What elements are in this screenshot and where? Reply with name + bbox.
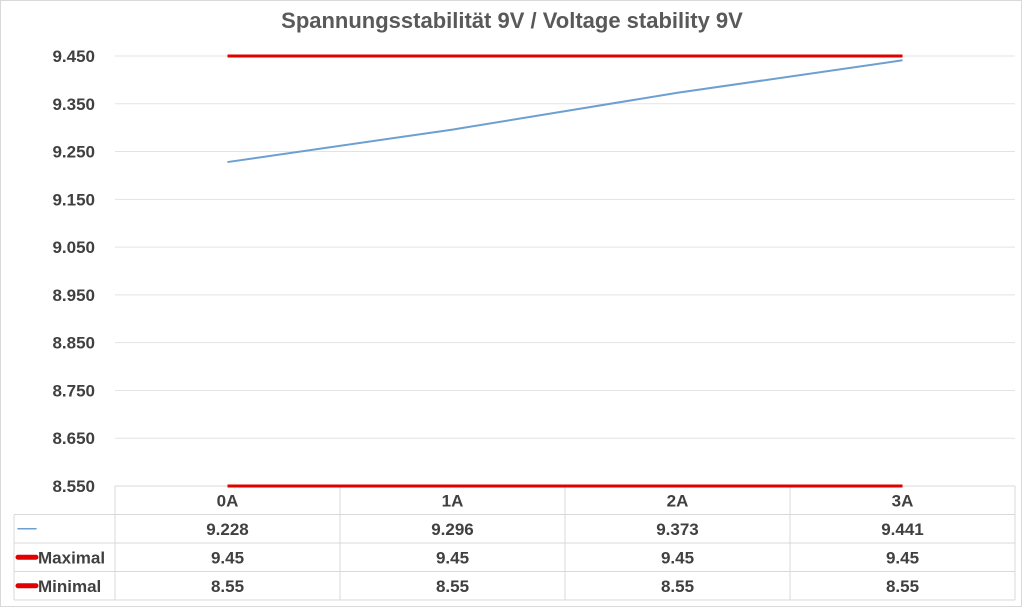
data-label: 9.373 xyxy=(656,520,699,539)
data-label: 9.45 xyxy=(211,548,244,567)
data-label: 9.441 xyxy=(881,520,924,539)
x-category-label: 0A xyxy=(217,491,239,510)
data-label: 8.55 xyxy=(211,577,244,596)
y-tick-label: 8.850 xyxy=(52,334,95,353)
y-tick-label: 8.650 xyxy=(52,429,95,448)
y-tick-label: 9.050 xyxy=(52,238,95,257)
data-label: 9.45 xyxy=(436,548,469,567)
y-tick-label: 9.350 xyxy=(52,95,95,114)
legend-label: Maximal xyxy=(38,548,105,567)
y-tick-label: 8.950 xyxy=(52,286,95,305)
y-tick-label: 8.550 xyxy=(52,477,95,496)
chart-title: Spannungsstabilität 9V / Voltage stabili… xyxy=(281,8,743,33)
y-tick-label: 9.150 xyxy=(52,190,95,209)
x-category-label: 1A xyxy=(442,491,464,510)
x-category-label: 2A xyxy=(667,491,689,510)
x-category-label: 3A xyxy=(892,491,914,510)
legend-label: Minimal xyxy=(38,577,101,596)
y-tick-label: 9.450 xyxy=(52,47,95,66)
data-label: 8.55 xyxy=(661,577,694,596)
y-tick-label: 9.250 xyxy=(52,143,95,162)
data-label: 9.296 xyxy=(431,520,474,539)
data-label: 9.228 xyxy=(206,520,249,539)
data-label: 8.55 xyxy=(886,577,919,596)
data-label: 9.45 xyxy=(886,548,919,567)
y-tick-label: 8.750 xyxy=(52,381,95,400)
data-label: 8.55 xyxy=(436,577,469,596)
series-line-measured xyxy=(227,59,903,164)
data-label: 9.45 xyxy=(661,548,694,567)
